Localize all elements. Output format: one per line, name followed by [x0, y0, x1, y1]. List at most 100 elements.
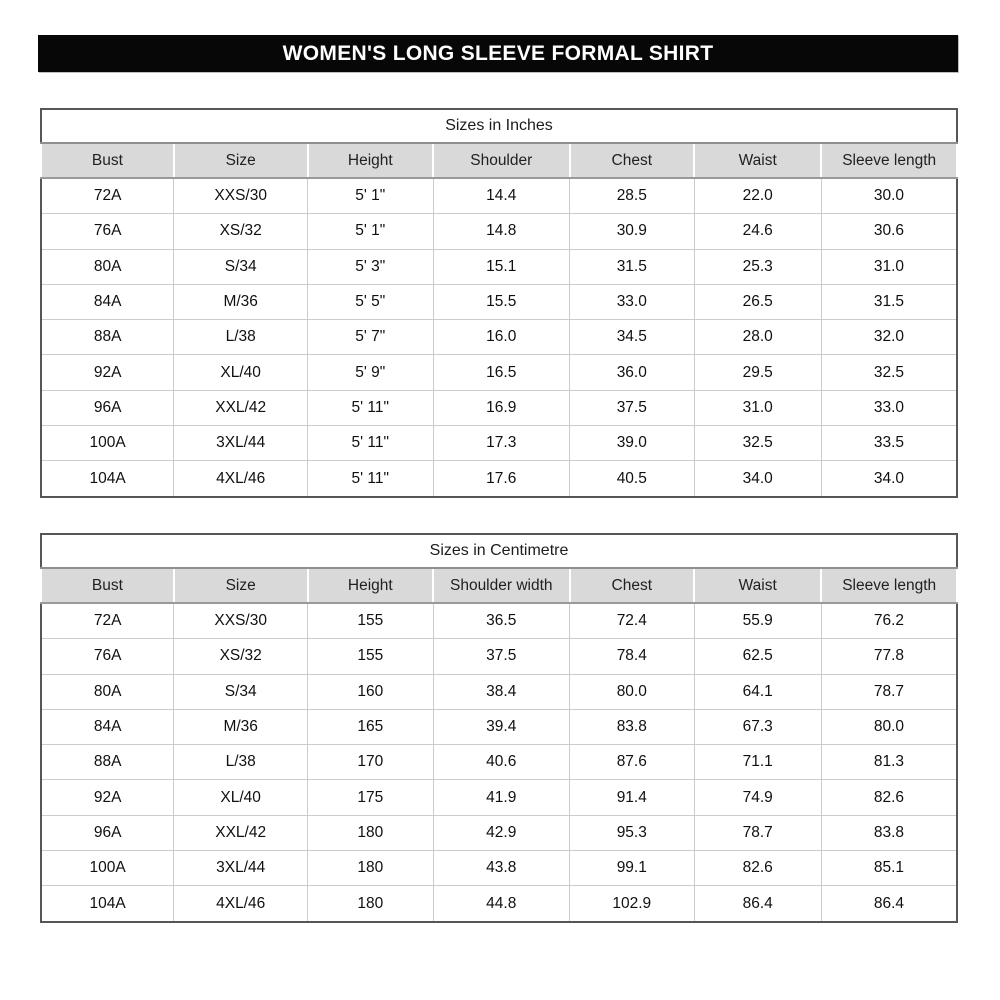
table-cell: 83.8 [820, 814, 958, 852]
table-cell: XXL/42 [173, 389, 309, 427]
table-cell: XS/32 [173, 638, 309, 675]
column-header: Shoulder [432, 143, 571, 179]
table-cell: 102.9 [569, 885, 695, 923]
table-cell: XL/40 [173, 779, 309, 816]
table-cell: 95.3 [569, 814, 695, 852]
table-cell: S/34 [173, 673, 309, 710]
table-cell: 80.0 [569, 673, 695, 710]
table-cell: 17.6 [432, 460, 571, 498]
table-cell: 17.3 [432, 425, 571, 462]
table-cell: 22.0 [693, 177, 822, 215]
table-cell: 37.5 [432, 638, 571, 675]
table-caption: Sizes in Centimetre [41, 534, 957, 569]
header-row: Bust Size Height Shoulder Chest Waist Sleeve l… [40, 143, 958, 179]
table-cell: S/34 [173, 248, 309, 285]
table-cell: 82.6 [693, 850, 822, 887]
table-cell: 85.1 [820, 850, 958, 887]
column-header: Shoulder width [432, 568, 571, 604]
table-cell: 96A [40, 389, 175, 427]
table-cell: 31.0 [693, 389, 822, 427]
table-cell: 4XL/46 [173, 460, 309, 498]
table-row: 96A XXL/42 5' 11" 16.9 37.5 31.0 33.0 [40, 389, 958, 427]
column-header: Sleeve length [820, 143, 958, 179]
table-cell: 96A [40, 814, 175, 852]
table-cell: 33.5 [820, 425, 958, 462]
table-cell: XS/32 [173, 213, 309, 250]
table-cell: 76.2 [820, 602, 958, 640]
table-cell: 5' 1" [307, 213, 434, 250]
table-cell: 80A [40, 673, 175, 710]
table-cell: 99.1 [569, 850, 695, 887]
table-cell: 100A [40, 850, 175, 887]
table-cell: 76A [40, 638, 175, 675]
table-cell: 37.5 [569, 389, 695, 427]
table-cell: 42.9 [432, 814, 571, 852]
column-header: Waist [693, 568, 823, 604]
table-cell: 40.6 [432, 744, 571, 781]
sizes-in-centimetre-table: Sizes in Centimetre Bust Size Height Shoulde… [40, 533, 958, 923]
table-cell: 84A [40, 283, 175, 321]
table-cell: M/36 [173, 283, 309, 321]
table-cell: 34.5 [569, 319, 695, 356]
table-cell: 84A [40, 708, 175, 746]
table-cell: 15.5 [432, 283, 571, 321]
table-cell: 5' 7" [307, 319, 434, 356]
table-row: 100A 3XL/44 5' 11" 17.3 39.0 32.5 33.5 [40, 425, 958, 462]
table-cell: 88A [40, 744, 175, 781]
table-cell: 4XL/46 [173, 885, 309, 923]
table-cell: 5' 11" [307, 389, 434, 427]
table-cell: 41.9 [432, 779, 571, 816]
table-cell: 180 [307, 814, 434, 852]
table-cell: 88A [40, 319, 175, 356]
table-cell: 165 [307, 708, 434, 746]
column-header: Waist [693, 143, 823, 179]
table-cell: 33.0 [820, 389, 958, 427]
table-row: 104A 4XL/46 5' 11" 17.6 40.5 34.0 34.0 [40, 460, 958, 498]
table-cell: M/36 [173, 708, 309, 746]
table-cell: 40.5 [569, 460, 695, 498]
table-cell: 78.4 [569, 638, 695, 675]
header-row: Bust Size Height Shoulder width Chest Waist Sl… [40, 568, 958, 604]
table-cell: 86.4 [820, 885, 958, 923]
table-cell: 16.9 [432, 389, 571, 427]
table-cell: 14.8 [432, 213, 571, 250]
table-cell: 170 [307, 744, 434, 781]
table-cell: XXL/42 [173, 814, 309, 852]
column-header: Height [306, 568, 435, 604]
table-cell: 30.0 [820, 177, 958, 215]
table-cell: 104A [40, 885, 175, 923]
column-header: Sleeve length [820, 568, 958, 604]
table-cell: XXS/30 [173, 602, 309, 640]
table-cell: 72.4 [569, 602, 695, 640]
table-cell: 86.4 [693, 885, 822, 923]
column-header: Bust [40, 143, 175, 179]
table-cell: 71.1 [693, 744, 822, 781]
table-cell: 31.5 [820, 283, 958, 321]
table-cell: 34.0 [820, 460, 958, 498]
table-cell: 5' 9" [307, 354, 434, 391]
table-row: 76A XS/32 155 37.5 78.4 62.5 77.8 [40, 638, 958, 675]
table-row: 104A 4XL/46 180 44.8 102.9 86.4 86.4 [40, 885, 958, 923]
table-cell: 24.6 [693, 213, 822, 250]
table-cell: 5' 3" [307, 248, 434, 285]
table-cell: 39.0 [569, 425, 695, 462]
table-cell: 91.4 [569, 779, 695, 816]
table-cell: 77.8 [820, 638, 958, 675]
column-header: Size [172, 568, 309, 604]
table-cell: 72A [40, 177, 175, 215]
column-header: Chest [568, 143, 696, 179]
table-cell: 72A [40, 602, 175, 640]
table-cell: 15.1 [432, 248, 571, 285]
table-cell: 14.4 [432, 177, 571, 215]
table-cell: 32.0 [820, 319, 958, 356]
table-cell: 3XL/44 [173, 425, 309, 462]
table-row: 100A 3XL/44 180 43.8 99.1 82.6 85.1 [40, 850, 958, 887]
table-cell: 34.0 [693, 460, 822, 498]
table-cell: 32.5 [693, 425, 822, 462]
table-cell: 29.5 [693, 354, 822, 391]
table-cell: 155 [307, 602, 434, 640]
table-cell: L/38 [173, 744, 309, 781]
table-cell: 180 [307, 850, 434, 887]
table-cell: 44.8 [432, 885, 571, 923]
column-header: Bust [40, 568, 175, 604]
